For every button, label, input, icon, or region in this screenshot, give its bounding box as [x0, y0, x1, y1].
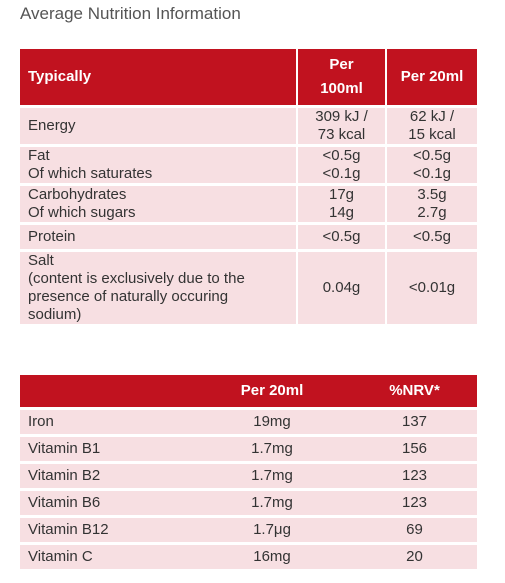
value-line: 2.7g — [417, 204, 447, 221]
table-row-fat: Fat Of which saturates <0.5g <0.1g <0.5g <0… — [20, 147, 477, 183]
label-line: Fat — [28, 147, 50, 164]
value-line: 73 kcal — [317, 126, 366, 143]
header-blank — [20, 375, 192, 407]
table-row-salt: Salt (content is exclusively due to the pr… — [20, 252, 477, 324]
per-20ml-value: 1.7mg — [192, 491, 352, 515]
value-line: 15 kcal — [408, 126, 456, 143]
value-line: <0.1g — [413, 165, 451, 182]
row-label: Carbohydrates Of which sugars — [20, 186, 296, 222]
header-per-100ml: Per 100ml — [296, 49, 385, 105]
header-per-20ml: Per 20ml — [192, 375, 352, 407]
table-row-energy: Energy 309 kJ /73 kcal 62 kJ /15 kcal — [20, 108, 477, 144]
row-label: Vitamin B2 — [20, 464, 192, 488]
value-line: 14g — [328, 204, 355, 221]
label-line: sodium) — [28, 306, 82, 323]
table-row: Vitamin B6 1.7mg 123 — [20, 491, 477, 515]
label-line: Carbohydrates — [28, 186, 127, 203]
label-line: presence of naturally occuring — [28, 288, 229, 305]
label-line: Salt — [28, 252, 54, 269]
value-line: <0.5g — [413, 147, 451, 164]
table-row: Vitamin B12 1.7μg 69 — [20, 518, 477, 542]
table-row-protein: Protein <0.5g <0.5g — [20, 225, 477, 249]
per-20ml-value: 1.7μg — [192, 518, 352, 542]
table-row: Vitamin B2 1.7mg 123 — [20, 464, 477, 488]
per-20ml-value: 1.7mg — [192, 437, 352, 461]
nutrition-table: Typically Per 100ml Per 20ml Energy 309 k… — [20, 46, 477, 327]
value-line: 17g — [328, 186, 355, 203]
vitamins-table: Per 20ml %NRV* Iron 19mg 137 Vitamin B1 … — [20, 372, 477, 572]
table-row: Vitamin B1 1.7mg 156 — [20, 437, 477, 461]
row-label: Vitamin B6 — [20, 491, 192, 515]
label-line: (content is exclusively due to the — [28, 270, 245, 287]
label-line: Of which saturates — [28, 165, 153, 182]
per-20ml-value: <0.5g — [385, 225, 477, 249]
row-label: Protein — [20, 225, 296, 249]
row-label: Vitamin C — [20, 545, 192, 569]
vitamins-table-header: Per 20ml %NRV* — [20, 375, 477, 407]
per-20ml-value: 16mg — [192, 545, 352, 569]
row-label: Vitamin B12 — [20, 518, 192, 542]
per-100ml-value: 17g 14g — [296, 186, 385, 222]
value-line: 62 kJ / — [409, 108, 455, 125]
nrv-value: 123 — [352, 464, 477, 488]
value-line: <0.5g — [322, 147, 361, 164]
nrv-value: 156 — [352, 437, 477, 461]
nrv-value: 20 — [352, 545, 477, 569]
nrv-value: 137 — [352, 410, 477, 434]
row-label: Fat Of which saturates — [20, 147, 296, 183]
per-100ml-value: <0.5g — [296, 225, 385, 249]
per-20ml-value: 1.7mg — [192, 464, 352, 488]
table-row-carbohydrates: Carbohydrates Of which sugars 17g 14g 3.5g… — [20, 186, 477, 222]
value-line: 3.5g — [417, 186, 447, 203]
header-nrv: %NRV* — [352, 375, 477, 407]
row-label: Salt (content is exclusively due to the pr… — [20, 252, 296, 324]
table-row: Vitamin C 16mg 20 — [20, 545, 477, 569]
value-line: <0.1g — [322, 165, 361, 182]
label-line: Of which sugars — [28, 204, 136, 221]
value-line: 309 kJ / — [315, 108, 368, 125]
header-per-100ml-line1: Per — [329, 56, 354, 73]
per-20ml-value: <0.5g <0.1g — [385, 147, 477, 183]
nutrition-table-header: Typically Per 100ml Per 20ml — [20, 49, 477, 105]
per-20ml-value: 62 kJ /15 kcal — [385, 108, 477, 144]
nrv-value: 123 — [352, 491, 477, 515]
per-100ml-value: <0.5g <0.1g — [296, 147, 385, 183]
per-20ml-value: 19mg — [192, 410, 352, 434]
header-per-20ml: Per 20ml — [385, 49, 477, 105]
row-label: Iron — [20, 410, 192, 434]
per-20ml-value: 3.5g 2.7g — [385, 186, 477, 222]
header-per-100ml-line2: 100ml — [320, 80, 363, 97]
per-100ml-value: 0.04g — [296, 252, 385, 324]
per-100ml-value: 309 kJ /73 kcal — [296, 108, 385, 144]
page-title: Average Nutrition Information — [20, 4, 241, 23]
table-row: Iron 19mg 137 — [20, 410, 477, 434]
per-20ml-value: <0.01g — [385, 252, 477, 324]
row-label: Vitamin B1 — [20, 437, 192, 461]
header-typically: Typically — [20, 49, 296, 105]
row-label: Energy — [20, 108, 296, 144]
nrv-value: 69 — [352, 518, 477, 542]
